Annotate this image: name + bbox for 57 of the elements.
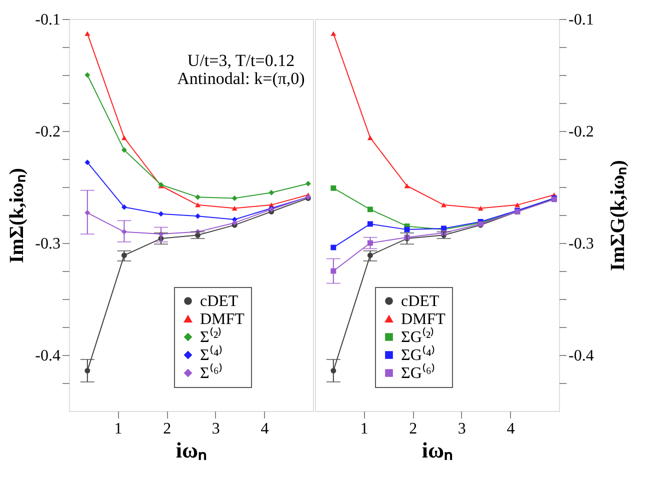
y-axis-title: ImΣ(k,iωₙ) (6, 168, 28, 264)
legend-label: Σ⁽⁴⁾ (200, 345, 223, 364)
point (158, 211, 164, 217)
x-tick-label: 3 (212, 420, 220, 438)
point (84, 72, 90, 78)
legend-label: cDET (401, 293, 440, 310)
y-tick-label: -0.1 (35, 12, 60, 28)
x-tick-label: 2 (409, 420, 418, 438)
x-axis-title: iωₙ (176, 438, 208, 462)
point (195, 194, 201, 200)
point (330, 244, 336, 250)
x-tick-label: 3 (458, 420, 466, 438)
annotation: U/t=3, T/t=0.12 (187, 51, 295, 70)
y-tick-label: -0.1 (568, 12, 594, 28)
point (305, 180, 311, 186)
point (367, 206, 373, 212)
point (84, 160, 90, 166)
x-tick-label: 1 (360, 420, 368, 438)
y-tick-label: -0.2 (568, 124, 594, 140)
legend-label: Σ⁽²⁾ (200, 327, 222, 346)
point (121, 147, 127, 153)
point (514, 202, 520, 208)
point (441, 202, 447, 208)
y-tick-label: -0.3 (568, 236, 594, 252)
point (268, 190, 274, 196)
point (478, 206, 484, 211)
y-tick-label: -0.3 (35, 236, 60, 252)
point (232, 206, 238, 211)
legend-label: ΣG⁽²⁾ (401, 327, 435, 346)
point (330, 185, 336, 191)
point (195, 202, 201, 208)
point (367, 135, 373, 140)
y-axis-title: ImΣG(k,iωₙ) (606, 160, 629, 271)
legend-label: DMFT (401, 311, 446, 328)
point (404, 184, 410, 188)
point (121, 135, 127, 140)
point (232, 195, 238, 201)
x-tick-label: 2 (163, 420, 172, 438)
point (195, 213, 201, 219)
point (84, 31, 90, 36)
legend-label: ΣG⁽⁶⁾ (401, 363, 436, 382)
point (330, 31, 336, 36)
legend-label: DMFT (200, 311, 245, 328)
x-tick-label: 4 (506, 420, 515, 438)
legend-label: cDET (200, 293, 238, 310)
y-tick-label: -0.4 (35, 348, 60, 364)
annotation: Antinodal: k=(π,0) (177, 69, 305, 88)
legend-label: ΣG⁽⁴⁾ (401, 345, 436, 364)
y-tick-label: -0.2 (35, 124, 60, 140)
x-axis-title: iωₙ (422, 438, 454, 462)
y-tick-label: -0.4 (568, 348, 594, 364)
x-tick-label: 4 (260, 420, 269, 438)
point (367, 221, 373, 227)
x-tick-label: 1 (114, 420, 122, 438)
point (404, 226, 410, 232)
point (121, 204, 127, 210)
legend-label: Σ⁽⁶⁾ (200, 363, 223, 382)
